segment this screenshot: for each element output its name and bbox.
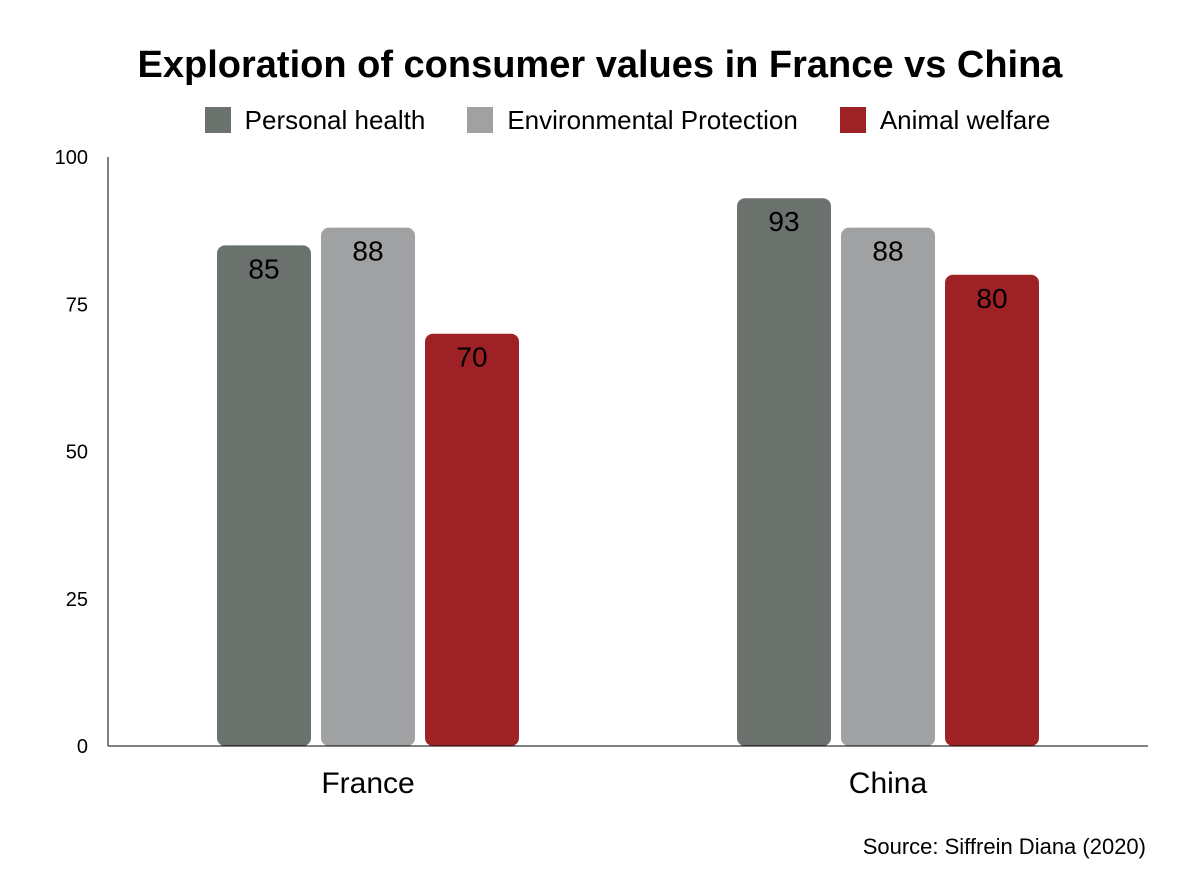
bar-label-france-animal-welfare: 70 <box>456 342 487 373</box>
y-tick-label-75: 75 <box>66 294 88 316</box>
bar-france-environmental-protection <box>321 227 415 746</box>
bar-value-labels: 85 88 70 93 88 80 <box>248 206 1007 372</box>
legend-swatch-animal-welfare <box>839 107 866 133</box>
axes <box>107 157 1148 747</box>
bar-china-environmental-protection <box>841 227 935 746</box>
bars <box>217 198 1039 747</box>
legend: Personal health Environmental Protection… <box>0 102 1200 138</box>
y-tick-label-50: 50 <box>66 442 88 464</box>
bar-france-personal-health <box>217 245 311 746</box>
x-axis-tick-labels: France China <box>321 767 927 800</box>
legend-label-personal-health: Personal health <box>244 105 426 135</box>
bar-china-personal-health <box>737 198 831 747</box>
bar-label-france-environmental-protection: 88 <box>352 236 383 267</box>
chart-title: Exploration of consumer values in France… <box>137 44 1063 86</box>
bar-china-animal-welfare <box>945 274 1039 746</box>
x-tick-label-france: France <box>321 767 414 800</box>
bar-label-china-environmental-protection: 88 <box>872 236 903 267</box>
y-tick-label-25: 25 <box>66 589 88 611</box>
y-tick-label-0: 0 <box>77 736 88 758</box>
bar-france-animal-welfare <box>425 333 519 746</box>
legend-item-animal-welfare: Animal welfare <box>839 102 1051 138</box>
legend-item-personal-health: Personal health <box>204 102 426 138</box>
source-note: Source: Siffrein Diana (2020) <box>862 834 1146 859</box>
y-axis-tick-labels: 0 25 50 75 100 <box>55 147 88 758</box>
legend-item-environmental-protection: Environmental Protection <box>467 102 798 138</box>
y-tick-label-100: 100 <box>55 147 88 169</box>
bar-label-france-personal-health: 85 <box>248 253 279 284</box>
legend-label-environmental-protection: Environmental Protection <box>507 105 798 135</box>
legend-swatch-environmental-protection <box>467 107 494 133</box>
legend-label-animal-welfare: Animal welfare <box>879 105 1051 135</box>
x-tick-label-china: China <box>849 767 928 800</box>
bar-label-china-personal-health: 93 <box>768 206 799 237</box>
legend-swatch-personal-health <box>204 107 231 133</box>
bar-label-china-animal-welfare: 80 <box>976 283 1007 314</box>
